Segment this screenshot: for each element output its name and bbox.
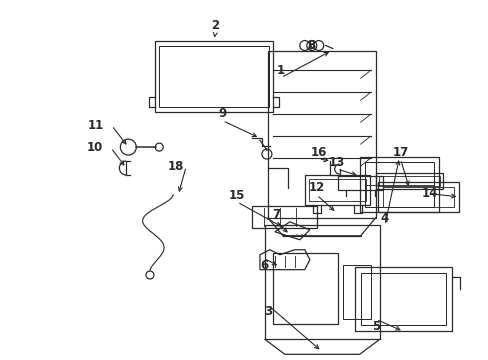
Text: 18: 18 [168, 160, 184, 173]
Bar [377, 182, 458, 212]
Text: 3: 3 [264, 306, 271, 319]
Text: 14: 14 [421, 187, 437, 200]
Text: 17: 17 [391, 145, 408, 158]
Bar [304, 175, 369, 205]
Bar [364, 162, 433, 207]
Text: 2: 2 [211, 19, 219, 32]
Text: 6: 6 [259, 259, 267, 272]
Bar [251, 206, 316, 228]
Bar [354, 267, 451, 332]
Bar [267, 50, 375, 218]
Text: 4: 4 [380, 212, 388, 225]
Bar [360, 273, 446, 325]
Bar [359, 157, 439, 212]
Bar [375, 173, 443, 189]
Text: 9: 9 [218, 107, 226, 120]
Bar [272, 253, 337, 324]
Text: 11: 11 [87, 119, 103, 132]
Bar [342, 265, 370, 319]
Bar [337, 176, 382, 190]
Text: 16: 16 [310, 145, 326, 158]
Text: 15: 15 [228, 189, 245, 202]
Text: 1: 1 [276, 64, 285, 77]
Bar [308, 179, 365, 201]
Bar [382, 187, 453, 207]
Text: 13: 13 [328, 156, 345, 168]
Bar [378, 176, 440, 186]
Text: 10: 10 [86, 141, 102, 154]
Bar [264, 225, 379, 339]
Bar [159, 45, 268, 107]
Bar [155, 41, 272, 112]
Text: 12: 12 [308, 181, 324, 194]
Text: 7: 7 [272, 208, 280, 221]
Text: 5: 5 [371, 320, 380, 333]
Text: 8: 8 [306, 39, 315, 52]
